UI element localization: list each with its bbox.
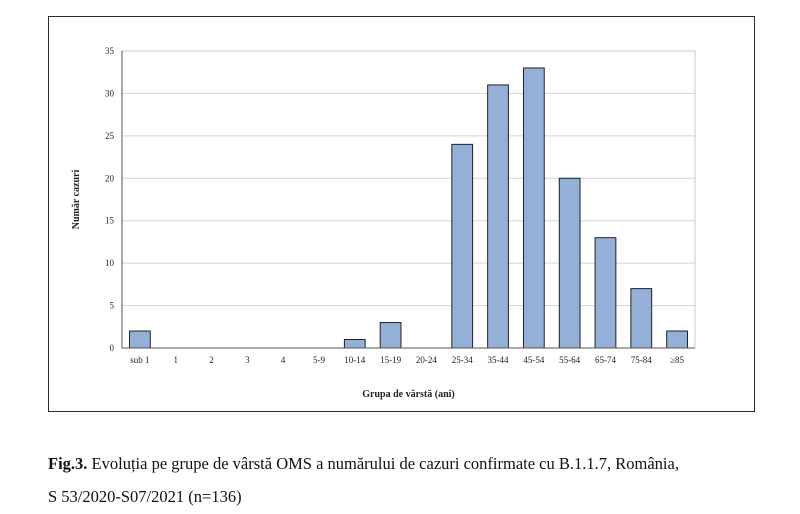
gridlines	[121, 50, 696, 349]
axes: 0 5 10 15 20 25 30 35 sub 1 1 2 3 4 5-9 10-14 15-19 20-2…	[105, 46, 695, 365]
chart-frame: 0 5 10 15 20 25 30 35 sub 1 1 2 3 4 5-9 10-14 15-19 20-2…	[48, 16, 755, 412]
x-tick-label: 55-64	[559, 355, 580, 365]
figure-label: Fig.3.	[48, 454, 88, 473]
bar	[666, 330, 688, 349]
bar	[558, 177, 581, 349]
x-tick-label: ≥85	[670, 355, 684, 365]
caption-line-2: S 53/2020-S07/2021 (n=136)	[48, 487, 242, 506]
x-tick-label: 5-9	[313, 355, 325, 365]
y-tick-label: 5	[110, 301, 115, 311]
x-tick-label: 45-54	[523, 355, 544, 365]
bar	[594, 237, 617, 349]
x-tick-label: 3	[245, 355, 250, 365]
x-tick-label: 15-19	[380, 355, 401, 365]
y-tick-label: 0	[110, 343, 115, 353]
x-tick-label: 65-74	[595, 355, 616, 365]
bar	[343, 339, 366, 349]
caption-line-1: Evoluția pe grupe de vârstă OMS a număru…	[87, 454, 679, 473]
bar	[379, 322, 402, 349]
y-tick-label: 15	[105, 216, 115, 226]
bar	[451, 143, 474, 349]
x-tick-label: 25-34	[452, 355, 473, 365]
figure-caption: Fig.3. Evoluția pe grupe de vârstă OMS a…	[48, 447, 768, 513]
bar	[522, 67, 545, 349]
x-tick-label: 2	[209, 355, 214, 365]
x-tick-label: 1	[173, 355, 178, 365]
bar	[487, 84, 509, 349]
x-tick-label: 4	[281, 355, 286, 365]
y-tick-label: 20	[105, 173, 115, 183]
y-tick-label: 10	[105, 258, 115, 268]
bar-chart: 0 5 10 15 20 25 30 35 sub 1 1 2 3 4 5-9 10-14 15-19 20-2…	[71, 46, 696, 400]
x-tick-label: sub 1	[130, 355, 149, 365]
x-tick-label: 75-84	[631, 355, 652, 365]
x-tick-label: 20-24	[416, 355, 437, 365]
y-tick-label: 35	[105, 46, 115, 56]
x-tick-label: 35-44	[488, 355, 509, 365]
bars	[129, 67, 688, 349]
bar	[129, 330, 151, 349]
y-tick-label: 30	[105, 88, 115, 98]
y-tick-label: 25	[105, 131, 115, 141]
y-axis-title: Număr cazuri	[71, 170, 82, 230]
bar	[630, 288, 653, 349]
x-axis-title: Grupa de vârstă (ani)	[362, 389, 455, 400]
x-tick-label: 10-14	[344, 355, 365, 365]
